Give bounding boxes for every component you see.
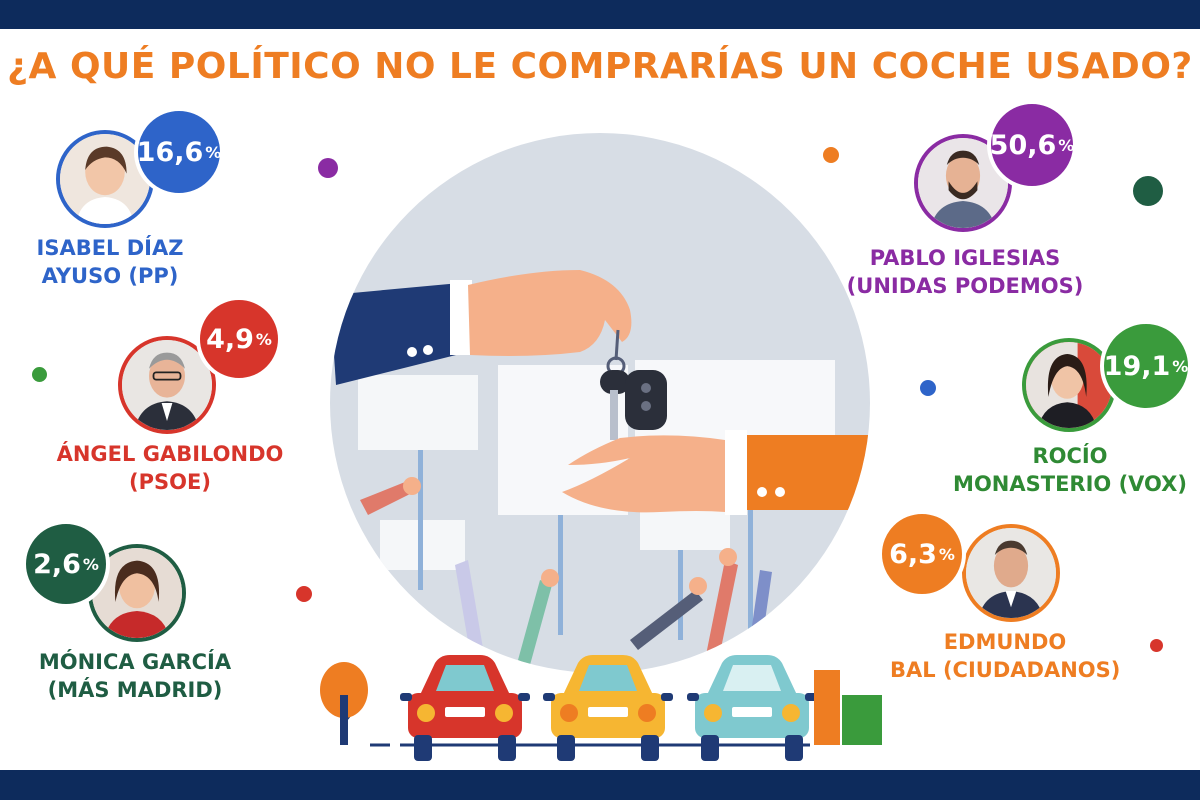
percent-sign: %: [255, 329, 272, 349]
name-line-1: ÁNGEL GABILONDO: [56, 442, 284, 466]
name-line-1: ISABEL DÍAZ: [36, 236, 184, 260]
decor-dot: [1150, 639, 1163, 652]
percentage-value: 2,6: [33, 548, 81, 580]
person-portrait-icon: [118, 336, 216, 434]
name-line-2: (UNIDAS PODEMOS): [846, 274, 1084, 298]
name-line-1: MÓNICA GARCÍA: [38, 650, 232, 674]
decor-dot: [1133, 176, 1163, 206]
name-line-1: ROCÍO: [1032, 444, 1108, 468]
name-line-2: MONASTERIO (VOX): [953, 472, 1187, 496]
top-band: [0, 0, 1200, 29]
name-line-2: AYUSO (PP): [41, 264, 179, 288]
decor-dot: [32, 367, 47, 382]
percentage-badge: 4,9%: [196, 296, 282, 382]
politician-name: EDMUNDO BAL (CIUDADANOS): [890, 628, 1120, 684]
percent-sign: %: [1058, 135, 1075, 155]
person-portrait-icon: [1022, 338, 1116, 432]
bottom-band: [0, 770, 1200, 800]
percentage-badge: 19,1%: [1100, 320, 1192, 412]
percent-sign: %: [205, 142, 222, 162]
politician-name: ÁNGEL GABILONDO (PSOE): [40, 440, 300, 496]
percentage-value: 6,3: [889, 538, 937, 570]
percentage-value: 4,9: [206, 323, 254, 355]
name-line-2: (PSOE): [129, 470, 211, 494]
percentage-badge: 16,6%: [134, 107, 224, 197]
decor-dot: [296, 586, 312, 602]
name-line-1: PABLO IGLESIAS: [869, 246, 1061, 270]
car-key-handover-illustration: [320, 133, 882, 761]
percent-sign: %: [938, 544, 955, 564]
name-line-2: BAL (CIUDADANOS): [890, 658, 1121, 682]
person-portrait-icon: [88, 544, 186, 642]
name-line-2: (MÁS MADRID): [47, 678, 223, 702]
infographic-title: ¿A QUÉ POLÍTICO NO LE COMPRARÍAS UN COCH…: [7, 46, 1193, 87]
percentage-value: 16,6: [136, 136, 204, 168]
politician-name: MÓNICA GARCÍA (MÁS MADRID): [20, 648, 250, 704]
percentage-badge: 6,3%: [878, 510, 966, 598]
name-line-1: EDMUNDO: [943, 630, 1067, 654]
percentage-badge: 2,6%: [22, 520, 110, 608]
percent-sign: %: [82, 554, 99, 574]
politician-name: PABLO IGLESIAS (UNIDAS PODEMOS): [835, 244, 1095, 300]
person-portrait-icon: [962, 524, 1060, 622]
percentage-value: 19,1: [1103, 350, 1171, 382]
percentage-badge: 50,6%: [987, 100, 1077, 190]
politician-name: ISABEL DÍAZ AYUSO (PP): [0, 234, 220, 290]
percent-sign: %: [1172, 356, 1189, 376]
politician-name: ROCÍO MONASTERIO (VOX): [950, 442, 1190, 498]
decor-dot: [920, 380, 936, 396]
decor-dot: [318, 158, 338, 178]
decor-dot: [823, 147, 839, 163]
percentage-value: 50,6: [989, 129, 1057, 161]
